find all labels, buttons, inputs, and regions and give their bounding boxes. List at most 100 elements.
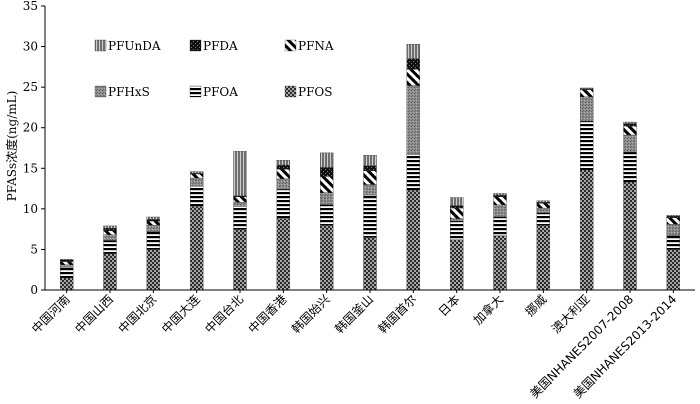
bar-segment-pfunda — [233, 151, 247, 197]
bar-segment-pfoa — [233, 206, 247, 230]
x-category-label: 中国香港 — [245, 292, 290, 337]
bar-segment-pfna — [493, 196, 507, 205]
bar-segment-pfna — [450, 207, 464, 219]
bar-segment-pfoa — [103, 240, 117, 254]
x-category-label: 中国河南 — [28, 292, 73, 337]
x-category-label: 韩国首尔 — [375, 292, 420, 337]
bar-segment-pfhxs — [320, 192, 334, 205]
bar-segment-pfna — [623, 125, 637, 136]
legend-label-pfna: PFNA — [298, 39, 334, 53]
bar-segment-pfos — [450, 239, 464, 291]
bar-segment-pfos — [233, 228, 247, 291]
y-tick-label: 25 — [23, 80, 38, 94]
bar-segment-pfos — [580, 169, 594, 291]
bar-segment-pfoa — [190, 185, 204, 207]
bar-segment-pfoa — [450, 220, 464, 240]
bar-segment-pfoa — [536, 212, 550, 226]
y-tick-label: 35 — [23, 0, 38, 13]
bar-segment-pfoa — [363, 194, 377, 238]
bar-segment-pfos — [623, 181, 637, 291]
y-tick-label: 15 — [23, 161, 38, 175]
bar-segment-pfhxs — [493, 204, 507, 218]
bar-segment-pfoa — [276, 189, 290, 219]
bar-segment-pfunda — [666, 215, 680, 217]
bar-segment-pfhxs — [363, 184, 377, 196]
y-tick-label: 5 — [30, 242, 38, 256]
bar-segment-pfda — [493, 194, 507, 197]
bar-segment-pfos — [190, 206, 204, 291]
bar-segment-pfda — [146, 219, 160, 222]
bar-segment-pfhxs — [450, 218, 464, 222]
y-tick-label: 20 — [23, 121, 38, 135]
bar-segment-pfna — [536, 203, 550, 209]
y-tick-label: 0 — [30, 283, 38, 297]
bar-segment-pfunda — [450, 197, 464, 206]
bar-segment-pfhxs — [146, 224, 160, 232]
bar-stacks — [60, 43, 680, 291]
bar-segment-pfos — [406, 190, 420, 291]
bar-segment-pfos — [60, 277, 74, 291]
bar-segment-pfos — [666, 249, 680, 291]
bar-segment-pfoa — [493, 216, 507, 236]
bar-segment-pfna — [233, 196, 247, 203]
x-category-label: 中国台北 — [202, 292, 247, 337]
bar-segment-pfoa — [320, 204, 334, 226]
bar-segment-pfunda — [363, 155, 377, 167]
bar-segment-pfunda — [60, 259, 74, 261]
bar-segment-pfna — [190, 173, 204, 179]
bar-segment-pfna — [406, 69, 420, 86]
bar-segment-pfhxs — [406, 85, 420, 155]
bar-segment-pfos — [146, 249, 160, 291]
x-category-label: 韩国釜山 — [332, 292, 377, 337]
bar-segment-pfoa — [580, 121, 594, 171]
bar-segment-pfunda — [190, 171, 204, 174]
bar-segment-pfhxs — [233, 202, 247, 207]
y-tick-label: 10 — [23, 202, 38, 216]
legend-label-pfhxs: PFHxS — [108, 85, 150, 99]
bar-segment-pfoa — [623, 151, 637, 183]
legend-label-pfoa: PFOA — [203, 85, 238, 99]
legend-swatch-pfos — [284, 85, 297, 98]
bar-segment-pfhxs — [60, 264, 74, 268]
bar-segment-pfhxs — [103, 234, 117, 241]
bar-segment-pfna — [60, 261, 74, 265]
bar-segment-pfhxs — [666, 224, 680, 236]
bar-segment-pfos — [493, 235, 507, 291]
bar-segment-pfna — [103, 230, 117, 235]
bar-segment-pfunda — [103, 225, 117, 229]
legend: PFUnDA PFDA PFNA PFHxS PFOA PFOS — [94, 39, 334, 99]
x-axis-labels: 中国河南 中国山西 中国北京 中国大连 中国台北 中国香港 韩国始兴 韩国釜山 韩国首尔 日本 加拿… — [28, 290, 679, 401]
bar-segment-pfda — [406, 58, 420, 70]
bar-segment-pfoa — [60, 267, 74, 278]
legend-swatch-pfunda — [94, 39, 107, 52]
bar-segment-pfunda — [146, 216, 160, 220]
bar-segment-pfunda — [623, 121, 637, 124]
legend-swatch-pfna — [284, 39, 297, 52]
bar-segment-pfda — [623, 123, 637, 127]
bar-segment-pfhxs — [536, 207, 550, 214]
legend-label-pfunda: PFUnDA — [108, 39, 161, 53]
y-axis-title: PFASs浓度(ng/mL) — [4, 91, 19, 202]
bar-segment-pfunda — [536, 200, 550, 203]
bar-segment-pfna — [363, 170, 377, 185]
bar-segment-pfhxs — [623, 134, 637, 153]
x-category-label: 日本 — [436, 292, 463, 319]
x-category-label: 加拿大 — [470, 292, 506, 328]
bar-segment-pfunda — [276, 160, 290, 166]
bar-segment-pfda — [363, 165, 377, 171]
bar-segment-pfhxs — [580, 96, 594, 122]
bar-segment-pfna — [580, 89, 594, 98]
bar-segment-pfda — [320, 167, 334, 177]
bar-segment-pfunda — [580, 87, 594, 89]
legend-swatch-pfhxs — [94, 85, 107, 98]
legend-swatch-pfda — [189, 39, 202, 52]
bar-segment-pfoa — [666, 235, 680, 250]
bar-segment-pfhxs — [190, 177, 204, 187]
bar-segment-pfunda — [493, 193, 507, 196]
x-category-label: 澳大利亚 — [549, 292, 593, 336]
x-category-label: 中国山西 — [72, 292, 117, 337]
bar-segment-pfunda — [406, 43, 420, 59]
bar-segment-pfunda — [320, 152, 334, 168]
bar-segment-pfda — [276, 164, 290, 170]
